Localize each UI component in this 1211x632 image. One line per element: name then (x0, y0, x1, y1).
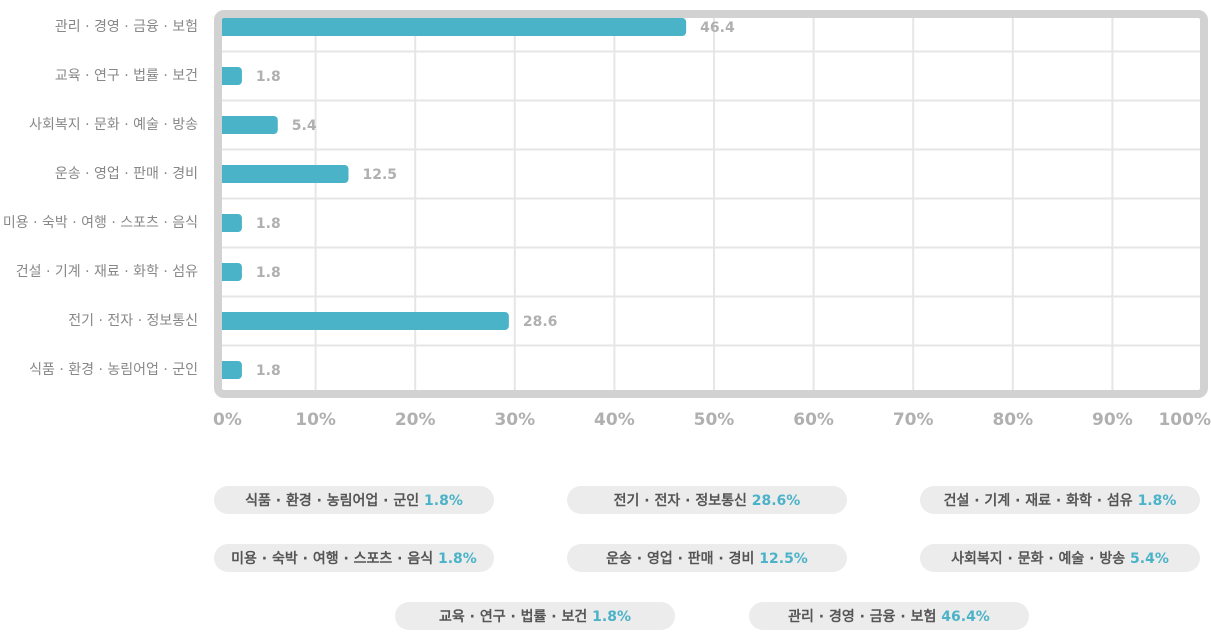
x-tick-label: 80% (992, 410, 1033, 430)
value-label: 5.4 (292, 118, 317, 134)
value-label: 1.8 (256, 265, 281, 281)
x-tick-label: 60% (793, 410, 834, 430)
category-label: 전기 · 전자 · 정보통신 (68, 313, 198, 329)
legend-pill: 건설 · 기계 · 재료 · 화학 · 섬유 1.8% (920, 486, 1200, 514)
pill-text: 운송 · 영업 · 판매 · 경비 12.5% (606, 550, 808, 567)
category-label: 미용 · 숙박 · 여행 · 스포츠 · 음식 (3, 215, 198, 231)
pill-category: 교육 · 연구 · 법률 · 보건 (439, 608, 587, 625)
pill-value: 1.8% (1138, 493, 1177, 509)
pill-category: 운송 · 영업 · 판매 · 경비 (606, 550, 754, 567)
pill-value: 1.8% (424, 493, 463, 509)
pill-text: 식품 · 환경 · 농림어업 · 군인 1.8% (245, 492, 463, 509)
x-tick-label: 90% (1092, 410, 1133, 430)
bar (216, 67, 242, 85)
pill-text: 미용 · 숙박 · 여행 · 스포츠 · 음식 1.8% (231, 550, 477, 567)
bar (216, 312, 509, 330)
category-label: 운송 · 영업 · 판매 · 경비 (55, 166, 198, 182)
x-tick-label: 20% (395, 410, 436, 430)
pill-text: 관리 · 경영 · 금융 · 보험 46.4% (788, 608, 990, 625)
legend-pill: 운송 · 영업 · 판매 · 경비 12.5% (567, 544, 847, 572)
x-tick-label: 100% (1158, 410, 1211, 430)
bar (216, 361, 242, 379)
legend-pill: 미용 · 숙박 · 여행 · 스포츠 · 음식 1.8% (214, 544, 494, 572)
value-label: 1.8 (256, 69, 281, 85)
bar (216, 116, 278, 134)
pill-background (920, 544, 1200, 572)
category-label: 식품 · 환경 · 농림어업 · 군인 (29, 362, 198, 378)
pill-value: 1.8% (438, 551, 477, 567)
plot-area (218, 14, 1204, 394)
bar (216, 214, 242, 232)
pill-text: 건설 · 기계 · 재료 · 화학 · 섬유 1.8% (944, 492, 1177, 509)
x-tick-label: 10% (295, 410, 336, 430)
pill-text: 교육 · 연구 · 법률 · 보건 1.8% (439, 608, 631, 625)
value-label: 12.5 (363, 167, 398, 183)
pill-category: 사회복지 · 문화 · 예술 · 방송 (951, 550, 1125, 567)
legend-pill: 관리 · 경영 · 금융 · 보험 46.4% (749, 602, 1029, 630)
legend-pill: 전기 · 전자 · 정보통신 28.6% (567, 486, 847, 514)
pill-category: 미용 · 숙박 · 여행 · 스포츠 · 음식 (231, 550, 433, 567)
legend-pill: 사회복지 · 문화 · 예술 · 방송 5.4% (920, 544, 1200, 572)
pill-value: 1.8% (592, 609, 631, 625)
bar (216, 18, 687, 36)
x-tick-label: 0% (213, 410, 242, 430)
pill-value: 28.6% (752, 493, 801, 509)
category-label: 건설 · 기계 · 재료 · 화학 · 섬유 (16, 264, 198, 280)
pill-background (567, 486, 847, 514)
value-label: 46.4 (700, 20, 735, 36)
value-label: 1.8 (256, 216, 281, 232)
legend-pill: 식품 · 환경 · 농림어업 · 군인 1.8% (214, 486, 494, 514)
pill-background (749, 602, 1029, 630)
category-label: 사회복지 · 문화 · 예술 · 방송 (29, 117, 198, 133)
category-label: 교육 · 연구 · 법률 · 보건 (55, 68, 198, 84)
pill-category: 건설 · 기계 · 재료 · 화학 · 섬유 (944, 492, 1133, 509)
bar (216, 165, 349, 183)
x-tick-label: 30% (494, 410, 535, 430)
x-tick-label: 40% (594, 410, 635, 430)
pill-background (567, 544, 847, 572)
value-label: 28.6 (523, 314, 558, 330)
x-tick-label: 50% (694, 410, 735, 430)
legend-pill: 교육 · 연구 · 법률 · 보건 1.8% (395, 602, 675, 630)
pill-background (214, 544, 494, 572)
value-label: 1.8 (256, 363, 281, 379)
x-tick-label: 70% (893, 410, 934, 430)
pill-category: 전기 · 전자 · 정보통신 (614, 492, 747, 509)
pill-text: 전기 · 전자 · 정보통신 28.6% (614, 492, 801, 509)
plot-frame (214, 10, 1208, 398)
pill-category: 관리 · 경영 · 금융 · 보험 (788, 608, 936, 625)
category-label: 관리 · 경영 · 금융 · 보험 (55, 19, 198, 35)
pill-text: 사회복지 · 문화 · 예술 · 방송 5.4% (951, 550, 1169, 567)
pill-value: 5.4% (1130, 551, 1169, 567)
pill-category: 식품 · 환경 · 농림어업 · 군인 (245, 492, 419, 509)
pill-value: 12.5% (759, 551, 808, 567)
pill-value: 46.4% (941, 609, 990, 625)
pill-background (920, 486, 1200, 514)
pill-background (214, 486, 494, 514)
bar (216, 263, 242, 281)
pill-background (395, 602, 675, 630)
